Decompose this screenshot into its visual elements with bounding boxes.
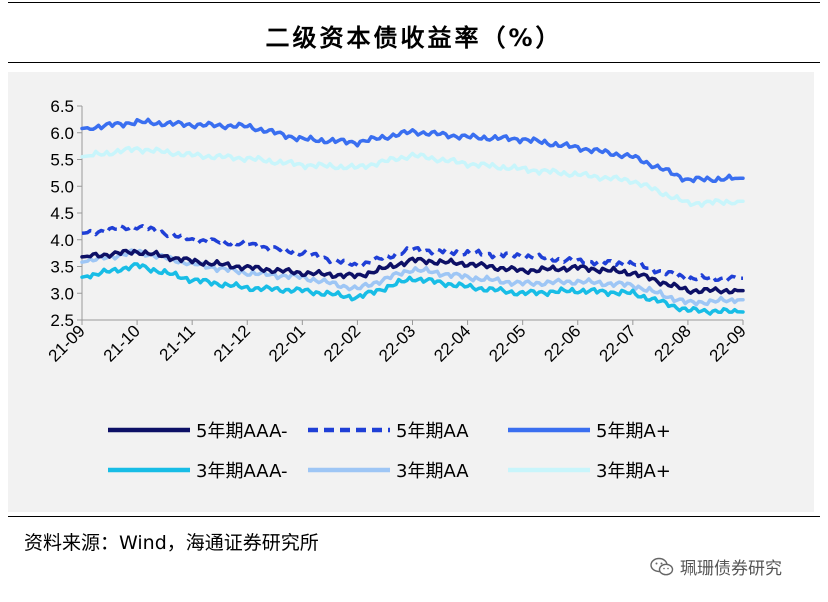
legend-label: 3年期AA: [396, 461, 469, 482]
x-tick-label: 21-11: [156, 321, 199, 364]
y-tick-label: 5.5: [50, 151, 74, 170]
legend-label: 5年期A+: [596, 421, 671, 442]
title-rule: [8, 62, 820, 63]
x-tick-label: 22-04: [430, 321, 474, 365]
legend: 5年期AAA- 5年期AA 5年期A+ 3年期AAA- 3年期AA 3年期A+: [108, 421, 671, 482]
x-tick-label: 22-03: [375, 321, 419, 365]
x-tick-label: 22-01: [265, 321, 309, 365]
y-axis: 2.5 3.0 3.5 4.0 4.5 5.0 5.5 6.0 6.5: [50, 97, 83, 330]
bottom-rule: [8, 516, 820, 517]
y-tick-label: 5.0: [50, 177, 74, 196]
y-tick-label: 6.0: [50, 124, 74, 143]
series-line-5: [80, 145, 745, 208]
x-tick-label: 22-08: [651, 321, 695, 365]
x-tick-label: 21-10: [100, 321, 144, 365]
page-title: 二级资本债收益率（%）: [265, 24, 563, 52]
legend-label: 5年期AA: [396, 421, 469, 442]
x-tick-label: 22-02: [320, 321, 364, 365]
yield-line-chart: 2.53.03.54.04.55.05.56.06.5 21-09 21-10 21…: [45, 97, 750, 482]
x-tick-label: 22-07: [595, 321, 639, 365]
chart-panel: 2.5 3.0 3.5 4.0 4.5 5.0 5.5 6.0 6.5 21-09 21-10 21…: [8, 72, 814, 512]
x-tick-label: 22-05: [485, 321, 529, 365]
x-tick-label: 22-06: [540, 321, 584, 365]
series-line-0: [80, 248, 745, 295]
top-rule: [8, 2, 820, 3]
series-group: [80, 117, 745, 316]
x-axis: 21-09 21-10 21-11 21-12 22-01 22-02 22-03 22-04…: [45, 319, 750, 366]
wechat-icon: [650, 557, 674, 575]
legend-label: 3年期AAA-: [196, 461, 288, 482]
x-tick-label: 22-09: [706, 321, 750, 365]
watermark-text: 珮珊债券研究: [680, 559, 782, 579]
legend-label: 3年期A+: [596, 461, 671, 482]
legend-label: 5年期AAA-: [196, 421, 288, 442]
y-tick-label: 4.0: [50, 231, 74, 250]
y-tick-label: 2.5: [50, 311, 74, 330]
series-line-1: [81, 224, 743, 283]
series-line-2: [80, 117, 745, 184]
x-tick-label: 21-12: [210, 321, 254, 365]
watermark: 珮珊债券研究: [650, 554, 782, 579]
y-tick-label: 6.5: [50, 97, 74, 116]
y-tick-label: 3.0: [50, 284, 74, 303]
series-line-3: [80, 262, 745, 316]
y-tick-label: 3.5: [50, 258, 74, 277]
y-tick-label: 4.5: [50, 204, 74, 223]
source-note: 资料来源：Wind，海通证券研究所: [24, 532, 319, 554]
